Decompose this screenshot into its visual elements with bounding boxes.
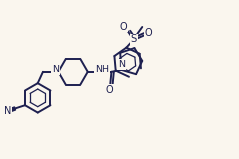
Text: O: O bbox=[105, 85, 113, 95]
Text: O: O bbox=[120, 21, 128, 31]
Text: O: O bbox=[145, 28, 152, 38]
Text: S: S bbox=[131, 34, 137, 44]
Text: N: N bbox=[4, 106, 11, 116]
Text: N: N bbox=[52, 65, 59, 74]
Text: N: N bbox=[118, 60, 125, 69]
Text: NH: NH bbox=[95, 65, 109, 74]
